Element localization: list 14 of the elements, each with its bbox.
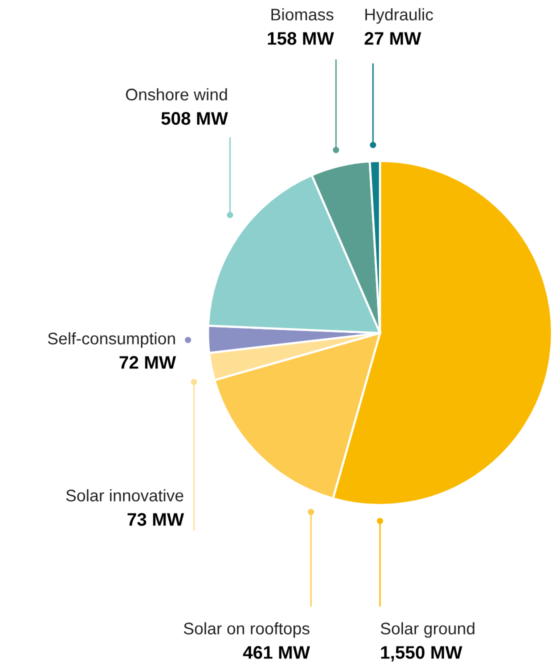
slice-label: Solar on rooftops [184,622,310,638]
data-label: 72 MW [120,356,176,369]
data-label: 158 MW [268,32,334,45]
data-label: 1,550 MW [381,646,462,662]
data-label: 73 MW [128,513,184,526]
data-label: 27 MW [364,32,422,45]
slice-label: Solar innovative [66,489,184,502]
data-label: 461 MW [243,646,310,659]
legend-label: Self-consumption [48,332,175,348]
slice-label: Solar ground [380,622,474,638]
slice-label: Onshore wind [126,88,227,100]
slice-label: Hydraulic [365,8,434,24]
data-label: 508 MW [161,112,228,125]
slice-label: Biomass [271,8,334,20]
